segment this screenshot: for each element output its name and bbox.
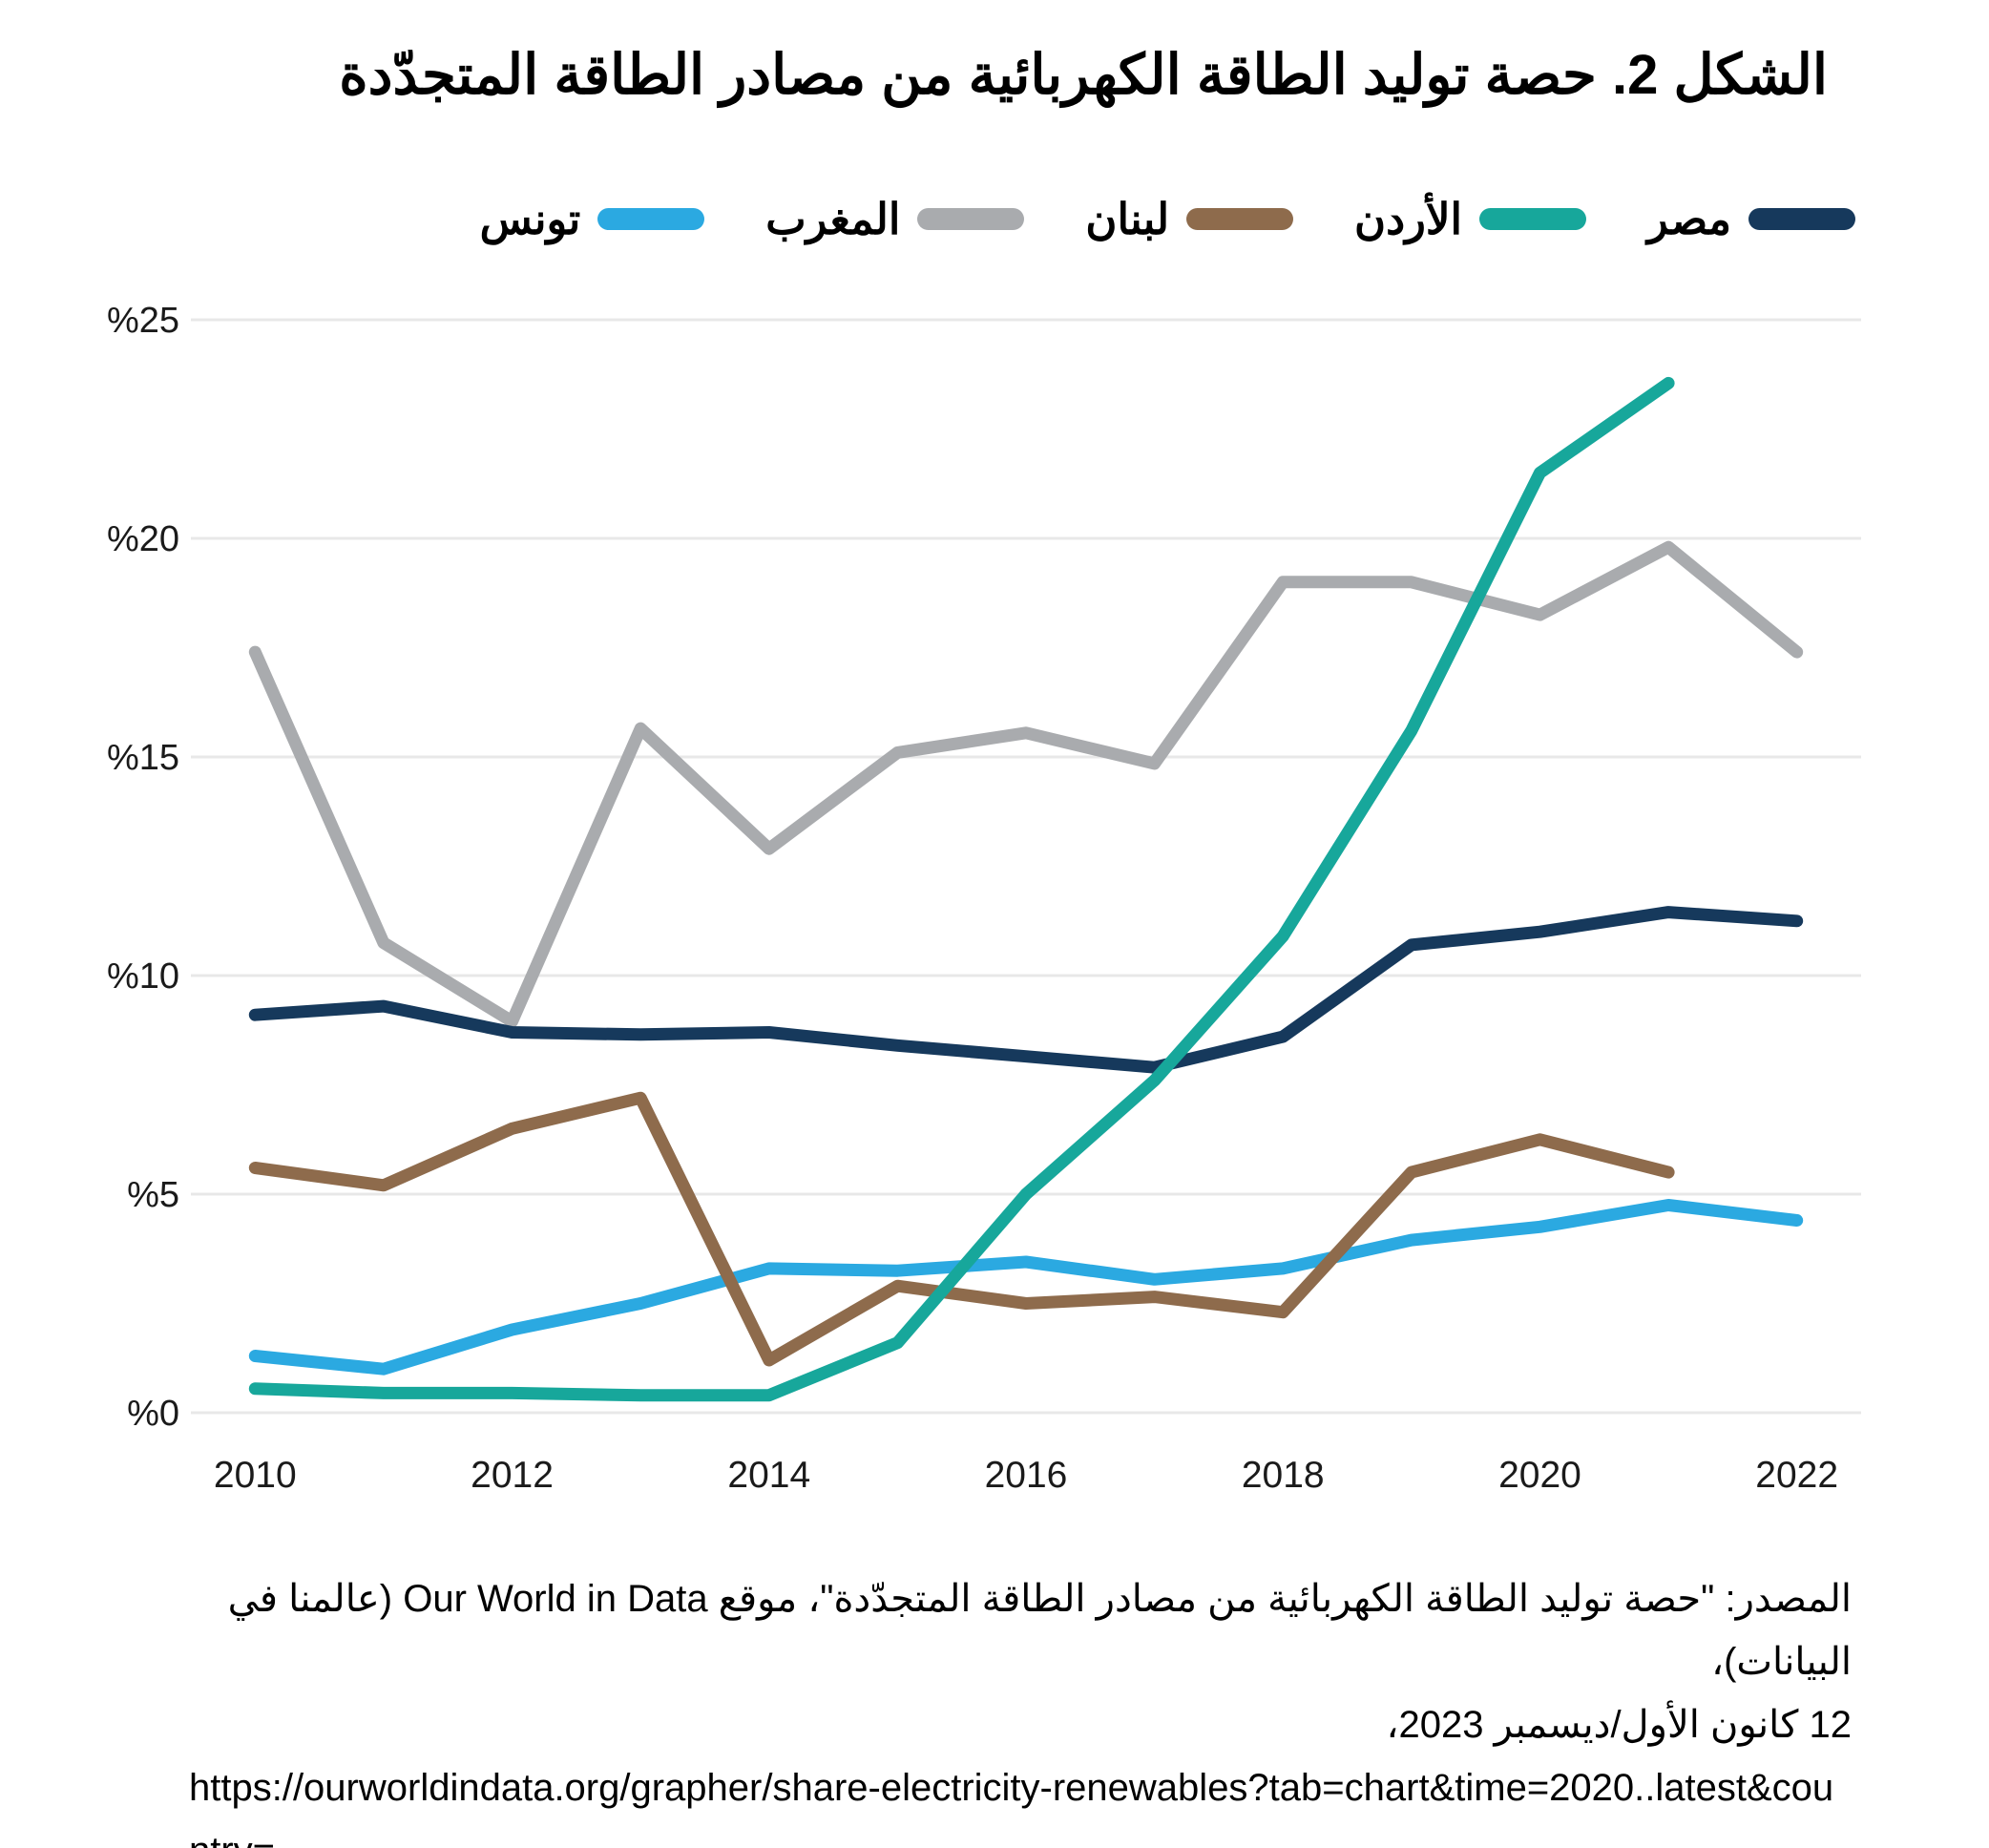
- source-url-line-1: https://ourworldindata.org/grapher/share…: [189, 1767, 1834, 1848]
- y-tick-label: %5: [127, 1175, 179, 1215]
- legend-item-morocco: المغرب: [765, 194, 1025, 244]
- page-title: الشكل 2. حصة توليد الطاقة الكهربائية من …: [339, 44, 1828, 106]
- legend-swatch-egypt: [1748, 208, 1855, 230]
- series-line-lebanon: [248, 1091, 1675, 1367]
- y-tick-label: %15: [107, 738, 179, 778]
- footer: المصدر: "حصة توليد الطاقة الكهربائية من …: [189, 1567, 1852, 1848]
- legend-label-lebanon: لبنان: [1085, 195, 1170, 243]
- line-chart: %0 %5 %10 %15 %20 %25 2010 2012 2014 2016 2018 202…: [107, 301, 1861, 1496]
- y-tick-label: %0: [127, 1394, 179, 1434]
- legend-item-lebanon: لبنان: [1085, 194, 1294, 244]
- legend-swatch-lebanon: [1186, 208, 1294, 230]
- x-tick-label: 2012: [471, 1455, 554, 1496]
- x-axis-labels: 2010 2012 2014 2016 2018 2020 2022: [214, 1455, 1838, 1496]
- series-line-jordan: [248, 376, 1675, 1402]
- x-tick-label: 2020: [1498, 1455, 1581, 1496]
- legend-swatch-morocco: [917, 208, 1025, 230]
- series-line-tunisia: [248, 1199, 1804, 1376]
- legend-label-morocco: المغرب: [765, 195, 901, 243]
- legend-item-tunisia: تونس: [480, 194, 705, 244]
- legend-label-tunisia: تونس: [479, 195, 581, 243]
- gridlines: [191, 318, 1861, 1415]
- x-tick-label: 2022: [1755, 1455, 1838, 1496]
- y-tick-label: %25: [107, 301, 179, 341]
- y-tick-label: %10: [107, 956, 179, 997]
- source-line-1: المصدر: "حصة توليد الطاقة الكهربائية من …: [227, 1578, 1852, 1683]
- source-line-2: 12 كانون الأول/ديسمبر 2023،: [1386, 1704, 1852, 1746]
- series-lines: [248, 376, 1804, 1402]
- legend: مصر الأردن لبنان المغرب تونس: [480, 194, 1855, 244]
- series-line-morocco: [248, 540, 1804, 1028]
- x-tick-label: 2014: [727, 1455, 810, 1496]
- legend-item-egypt: مصر: [1647, 194, 1855, 244]
- legend-item-jordan: الأردن: [1354, 194, 1587, 244]
- legend-label-jordan: الأردن: [1354, 195, 1463, 243]
- legend-swatch-jordan: [1479, 208, 1587, 230]
- legend-label-egypt: مصر: [1647, 195, 1731, 243]
- x-tick-label: 2018: [1242, 1455, 1325, 1496]
- y-axis-labels: %0 %5 %10 %15 %20 %25: [107, 301, 179, 1434]
- x-tick-label: 2010: [214, 1455, 297, 1496]
- x-tick-label: 2016: [985, 1455, 1068, 1496]
- legend-swatch-tunisia: [597, 208, 705, 230]
- series-line-egypt: [248, 906, 1804, 1074]
- y-tick-label: %20: [107, 519, 179, 559]
